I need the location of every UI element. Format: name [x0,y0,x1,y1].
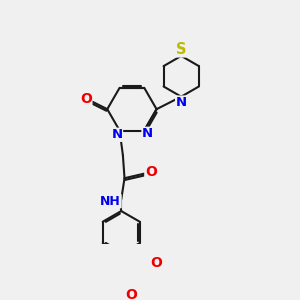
Text: N: N [142,127,153,140]
Text: S: S [176,42,187,57]
Text: N: N [111,128,122,141]
Text: NH: NH [100,195,121,208]
Text: O: O [125,288,137,300]
Text: O: O [80,92,92,106]
Text: N: N [176,96,187,109]
Text: O: O [150,256,162,270]
Text: O: O [145,165,157,178]
